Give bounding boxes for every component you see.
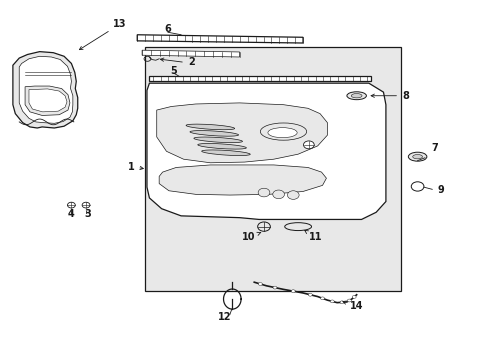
Ellipse shape — [197, 144, 246, 149]
Circle shape — [287, 191, 299, 199]
Ellipse shape — [350, 94, 361, 98]
Ellipse shape — [346, 92, 366, 100]
Circle shape — [308, 293, 312, 296]
Ellipse shape — [412, 154, 422, 159]
Ellipse shape — [186, 124, 234, 130]
Text: 8: 8 — [370, 91, 408, 101]
Circle shape — [346, 299, 350, 302]
Ellipse shape — [260, 123, 306, 140]
Circle shape — [272, 286, 276, 289]
Circle shape — [339, 301, 343, 304]
Ellipse shape — [303, 141, 314, 149]
Polygon shape — [142, 50, 239, 57]
Circle shape — [258, 188, 269, 197]
Polygon shape — [137, 35, 303, 43]
Text: 5: 5 — [170, 66, 177, 76]
Polygon shape — [19, 56, 73, 123]
Ellipse shape — [193, 137, 242, 143]
Polygon shape — [29, 89, 67, 112]
Text: 10: 10 — [241, 232, 260, 242]
Polygon shape — [157, 103, 327, 163]
Polygon shape — [159, 165, 326, 195]
Text: 2: 2 — [188, 57, 195, 67]
Text: 1: 1 — [128, 162, 135, 172]
Text: 14: 14 — [342, 301, 363, 311]
Polygon shape — [144, 47, 400, 291]
Text: 6: 6 — [164, 24, 171, 35]
Ellipse shape — [267, 128, 297, 138]
Circle shape — [330, 300, 333, 303]
Text: 12: 12 — [218, 312, 231, 322]
Circle shape — [320, 297, 324, 300]
Ellipse shape — [407, 152, 426, 161]
Circle shape — [258, 283, 262, 285]
Circle shape — [291, 290, 295, 293]
Circle shape — [272, 190, 284, 199]
Polygon shape — [149, 76, 370, 81]
Polygon shape — [25, 86, 70, 116]
Text: 9: 9 — [436, 185, 443, 195]
Ellipse shape — [201, 150, 250, 156]
Text: 3: 3 — [84, 209, 91, 219]
Ellipse shape — [284, 223, 311, 230]
Text: 13: 13 — [79, 19, 127, 50]
Polygon shape — [13, 51, 78, 128]
Circle shape — [351, 296, 355, 298]
Text: 11: 11 — [304, 230, 321, 242]
Polygon shape — [147, 83, 385, 220]
Text: 7: 7 — [430, 143, 437, 153]
Text: 4: 4 — [68, 209, 75, 219]
Ellipse shape — [190, 131, 238, 136]
